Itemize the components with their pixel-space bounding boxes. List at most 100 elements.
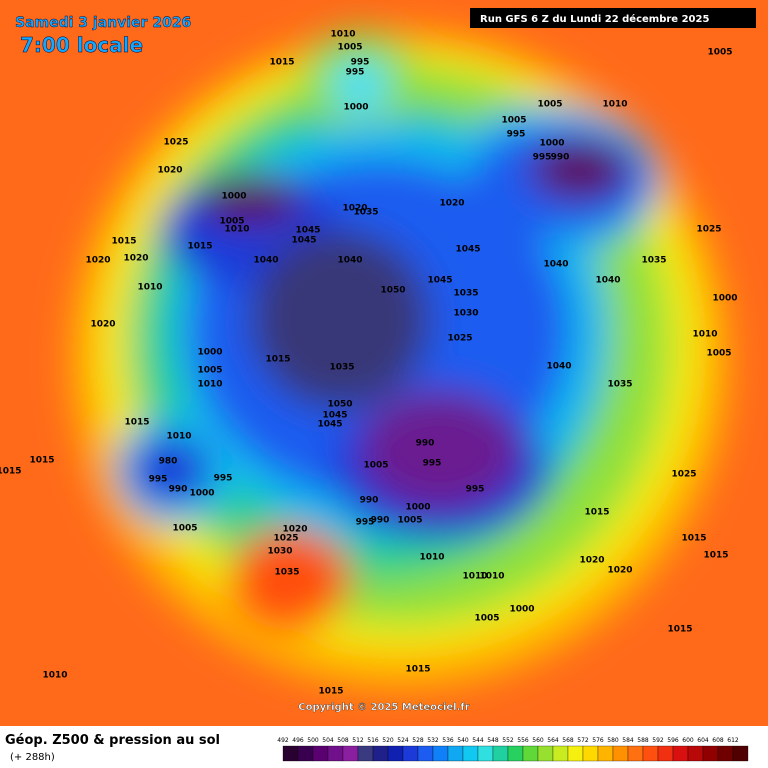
colorbar-swatch: [612, 745, 629, 762]
isobar-label: 1005: [363, 461, 388, 471]
colorbar-swatch: [462, 745, 479, 762]
colorbar-label: 608: [712, 737, 724, 744]
isobar-label: 1000: [197, 348, 222, 358]
isobar-label: 1045: [291, 236, 316, 246]
isobar-label: 1000: [509, 605, 534, 615]
colorbar-swatch: [582, 745, 599, 762]
isobar-label: 1000: [712, 294, 737, 304]
isobar-label: 1005: [172, 524, 197, 534]
isobar-label: 990: [360, 496, 379, 506]
colorbar-label: 556: [517, 737, 529, 744]
isobar-label: 1015: [667, 625, 692, 635]
isobar-label: 1015: [29, 456, 54, 466]
isobar-label: 1020: [123, 254, 148, 264]
isobar-label: 990: [551, 153, 570, 163]
isobar-label: 1010: [462, 572, 487, 582]
isobar-label: 1005: [537, 100, 562, 110]
isobar-label: 995: [356, 518, 375, 528]
isobar-label: 1015: [681, 534, 706, 544]
colorbar-swatch: [567, 745, 584, 762]
colorbar-swatch: [702, 745, 719, 762]
isobar-label: 1035: [641, 256, 666, 266]
isobar-label: 1015: [584, 508, 609, 518]
isobar-label: 1040: [253, 256, 278, 266]
colorbar-swatch: [627, 745, 644, 762]
colorbar-swatch: [342, 745, 359, 762]
isobar-label: 1020: [282, 525, 307, 535]
isobar-label: 1015: [405, 665, 430, 675]
isobar-label: 1000: [539, 139, 564, 149]
isobar-label: 1025: [273, 534, 298, 544]
isobar-label: 1035: [353, 208, 378, 218]
colorbar-swatch: [327, 745, 344, 762]
colorbar-swatch: [477, 745, 494, 762]
isobar-label: 1020: [90, 320, 115, 330]
isobar-label: 995: [214, 474, 233, 484]
colorbar-swatch: [552, 745, 569, 762]
isobar-label: 995: [149, 475, 168, 485]
colorbar: 492 496 500 504 508 512 516 520 524 528 532 536 540 5…: [277, 737, 749, 762]
isobar-label: 1025: [696, 225, 721, 235]
valid-date: Samedi 3 janvier 2026: [15, 15, 191, 31]
isobar-label: 1045: [427, 276, 452, 286]
colorbar-label: 564: [547, 737, 559, 744]
colorbar-label: 516: [367, 737, 379, 744]
colorbar-label: 588: [637, 737, 649, 744]
isobar-label: 1010: [330, 30, 355, 40]
colorbar-label: 580: [607, 737, 619, 744]
isobar-label: 1010: [602, 100, 627, 110]
isobar-label: 1010: [479, 572, 504, 582]
isobar-label: 1025: [671, 470, 696, 480]
colorbar-swatch: [642, 745, 659, 762]
isobar-label: 1010: [419, 553, 444, 563]
isobar-label: 1035: [274, 568, 299, 578]
isobar-label: 1010: [42, 671, 67, 681]
isobar-label: 1020: [157, 166, 182, 176]
isobar-label: 990: [371, 516, 390, 526]
isobar-label: 990: [416, 439, 435, 449]
isobar-label: 1010: [224, 225, 249, 235]
colorbar-swatch: [657, 745, 674, 762]
colorbar-swatch: [447, 745, 464, 762]
colorbar-label: 500: [307, 737, 319, 744]
colorbar-label: 572: [577, 737, 589, 744]
colorbar-swatch: [402, 745, 419, 762]
colorbar-label: 548: [487, 737, 499, 744]
isobar-label: 1000: [343, 103, 368, 113]
colorbar-label: 576: [592, 737, 604, 744]
isobar-label: 995: [351, 58, 370, 68]
colorbar-label: 544: [472, 737, 484, 744]
colorbar-label: 528: [412, 737, 424, 744]
isobar-label: 995: [507, 130, 526, 140]
colorbar-label: 496: [292, 737, 304, 744]
colorbar-swatch: [732, 745, 749, 762]
colorbar-swatch: [297, 745, 314, 762]
colorbar-swatch: [522, 745, 539, 762]
colorbar-label: 532: [427, 737, 439, 744]
isobar-label: 1005: [706, 349, 731, 359]
isobar-label: 1030: [267, 547, 292, 557]
colorbar-swatch: [537, 745, 554, 762]
colorbar-label: 612: [727, 737, 739, 744]
colorbar-label: 492: [277, 737, 289, 744]
isobar-label: 1035: [607, 380, 632, 390]
isobar-label: 1010: [692, 330, 717, 340]
colorbar-label: 540: [457, 737, 469, 744]
isobar-label: 1035: [453, 289, 478, 299]
colorbar-label: 508: [337, 737, 349, 744]
colorbar-label: 536: [442, 737, 454, 744]
isobar-label: 1025: [447, 334, 472, 344]
isobar-label: 1015: [318, 687, 343, 697]
isobar-label: 995: [466, 485, 485, 495]
isobar-label: 1050: [327, 400, 352, 410]
isobar-label: 1020: [342, 204, 367, 214]
isobar-label: 1005: [707, 48, 732, 58]
colorbar-label: 520: [382, 737, 394, 744]
isobar-label: 1015: [0, 467, 22, 477]
isobar-label: 1010: [137, 283, 162, 293]
colorbar-label: 524: [397, 737, 409, 744]
colorbar-swatch: [357, 745, 374, 762]
isobar-label: 1015: [124, 418, 149, 428]
colorbar-swatch: [687, 745, 704, 762]
